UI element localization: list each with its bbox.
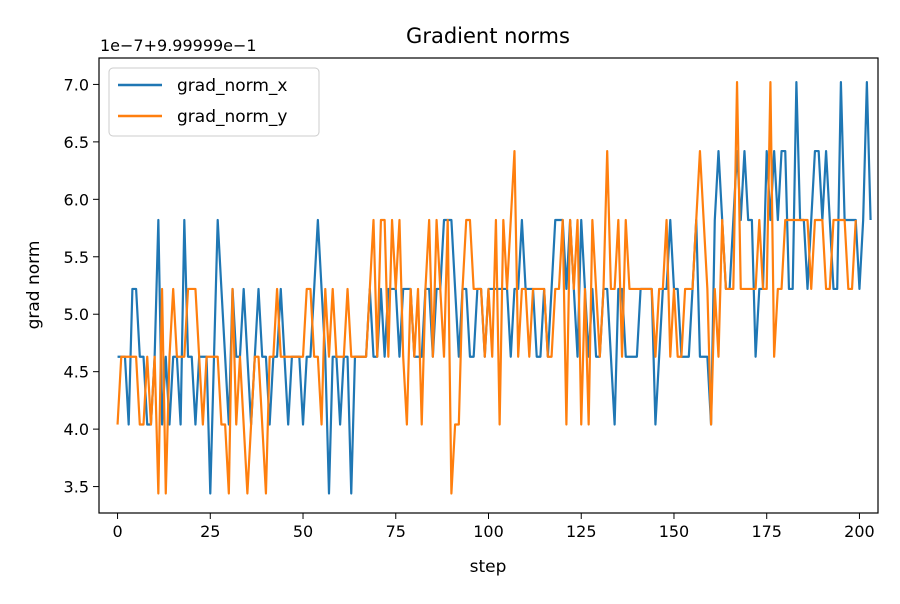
y-tick-label: 7.0: [64, 75, 89, 94]
legend-label-grad-norm-y: grad_norm_y: [177, 107, 287, 127]
y-tick-label: 4.0: [64, 420, 89, 439]
y-tick-label: 3.5: [64, 478, 89, 497]
legend-label-grad-norm-x: grad_norm_x: [177, 76, 287, 96]
x-tick-label: 125: [566, 522, 597, 541]
legend: grad_norm_x grad_norm_y: [108, 67, 320, 137]
axis-ticks: 0 25 50 75 100 125 150 175 200 3.5 4.0 4.5 5.0 5.5 6.0…: [64, 75, 875, 541]
x-tick-label: 75: [386, 522, 406, 541]
chart-title: Gradient norms: [406, 24, 570, 48]
x-axis-label: step: [470, 557, 507, 577]
plot-lines: [116, 81, 872, 495]
x-tick-label: 175: [751, 522, 782, 541]
y-tick-label: 4.5: [64, 363, 89, 382]
x-tick-label: 200: [844, 522, 875, 541]
y-axis-label: grad norm: [24, 241, 44, 330]
plot-frame: [98, 57, 879, 514]
y-offset-label: 1e−7+9.99999e−1: [100, 36, 257, 55]
y-tick-label: 6.0: [64, 190, 89, 209]
x-tick-label: 100: [473, 522, 504, 541]
x-tick-label: 50: [293, 522, 313, 541]
series-line-grad-norm-y: [116, 81, 857, 495]
y-tick-label: 6.5: [64, 133, 89, 152]
x-tick-label: 25: [200, 522, 220, 541]
x-tick-label: 150: [659, 522, 690, 541]
x-tick-label: 0: [112, 522, 122, 541]
y-tick-label: 5.0: [64, 305, 89, 324]
y-tick-label: 5.5: [64, 248, 89, 267]
